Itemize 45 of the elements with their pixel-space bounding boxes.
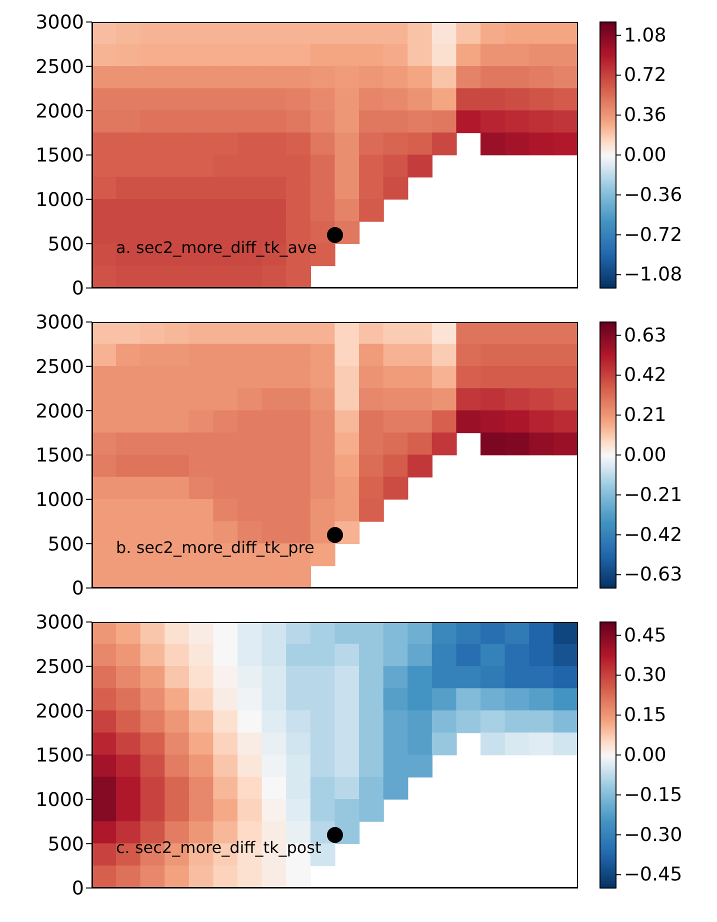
color-bar-label: −0.30 <box>624 824 682 846</box>
color-bar-label: 0.42 <box>624 364 666 386</box>
annotation: c. sec2_more_diff_tk_post <box>116 838 322 857</box>
y-tick-label: 500 <box>48 533 84 556</box>
y-tick-label: 1000 <box>36 489 84 512</box>
color-bar-label: 0.00 <box>624 144 666 166</box>
y-tick-label: 500 <box>48 233 84 256</box>
color-bar-label: 0.15 <box>624 704 666 726</box>
y-tick-label: 0 <box>72 878 84 900</box>
y-tick-label: 2000 <box>36 700 84 722</box>
y-tick-label: 2500 <box>36 656 84 678</box>
color-bar-label: −0.15 <box>624 784 682 806</box>
y-tick-label: 2500 <box>36 356 84 378</box>
annotation: b. sec2_more_diff_tk_pre <box>116 538 314 557</box>
y-tick-label: 0 <box>72 578 84 600</box>
color-bar-label: −0.21 <box>624 484 682 506</box>
y-tick-label: 3000 <box>36 312 84 334</box>
color-bar-label: 0.36 <box>624 104 666 126</box>
color-bar-label: 0.45 <box>624 624 666 646</box>
annotation: a. sec2_more_diff_tk_ave <box>116 238 317 257</box>
color-bar-label: 0.30 <box>624 664 666 686</box>
color-bar-label: −0.45 <box>624 864 682 886</box>
y-tick-label: 0 <box>72 278 84 300</box>
color-bar-label: 1.08 <box>624 24 666 46</box>
y-tick-label: 3000 <box>36 612 84 634</box>
y-tick-label: 3000 <box>36 12 84 34</box>
y-tick-label: 1000 <box>36 189 84 212</box>
color-bar-label: −0.42 <box>624 524 682 546</box>
color-bar-label: 0.72 <box>624 64 666 86</box>
color-bar-label: 0.00 <box>624 444 666 466</box>
y-tick-label: 1500 <box>36 144 84 167</box>
color-bar-label: 0.00 <box>624 744 666 766</box>
y-tick-label: 1500 <box>36 744 84 767</box>
color-bar-label: −1.08 <box>624 264 682 286</box>
y-tick-label: 2000 <box>36 100 84 122</box>
y-tick-label: 1000 <box>36 789 84 812</box>
color-bar-label: −0.36 <box>624 184 682 206</box>
y-tick-label: 1500 <box>36 444 84 467</box>
color-bar-label: 0.63 <box>624 324 666 346</box>
color-bar-label: 0.21 <box>624 404 666 426</box>
color-bar-label: −0.72 <box>624 224 682 246</box>
y-tick-label: 2500 <box>36 56 84 78</box>
y-tick-label: 500 <box>48 833 84 856</box>
color-bar-label: −0.63 <box>624 564 682 586</box>
y-tick-label: 2000 <box>36 400 84 422</box>
